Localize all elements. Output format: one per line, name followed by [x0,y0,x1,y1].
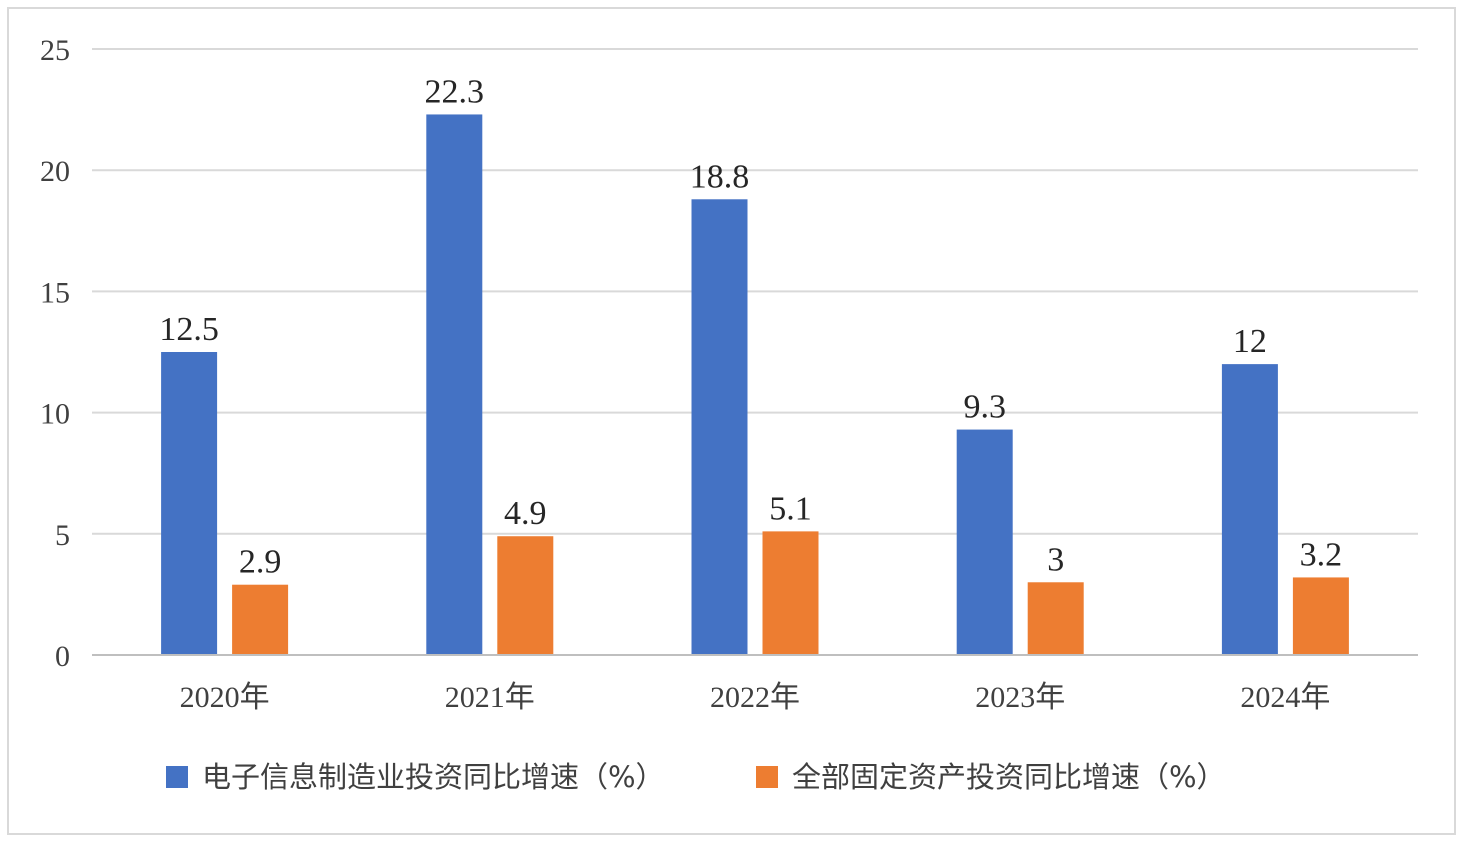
y-tick-label: 5 [55,519,70,552]
y-tick-label: 0 [55,640,70,673]
gridlines [92,48,1418,535]
y-axis-tick-labels: 0 5 10 15 20 25 [40,34,70,673]
legend-label: 全部固定资产投资同比增速（%） [792,760,1226,794]
legend-label: 电子信息制造业投资同比增速（%） [202,760,665,794]
data-label: 5.1 [769,490,812,527]
legend-swatch [756,766,778,788]
x-category-label: 2023年 [975,681,1065,714]
data-label: 18.8 [690,158,750,195]
bars [161,114,1349,655]
x-category-label: 2020年 [180,681,270,714]
legend: 电子信息制造业投资同比增速（%） 全部固定资产投资同比增速（%） [166,760,1226,794]
bar-series-2 [762,531,819,655]
x-axis-category-labels: 2020年 2021年 2022年 2023年 2024年 [180,681,1331,714]
x-category-label: 2021年 [445,681,535,714]
legend-swatch [166,766,188,788]
bar-series-2 [232,584,289,655]
bar-series-2 [1027,582,1084,655]
y-tick-label: 15 [40,276,70,309]
data-label: 22.3 [425,73,485,110]
data-label: 3.2 [1300,536,1343,573]
data-label: 4.9 [504,495,547,532]
y-tick-label: 10 [40,398,70,431]
x-category-label: 2024年 [1240,681,1330,714]
bar-series-1 [956,429,1013,655]
y-tick-label: 25 [40,34,70,67]
data-label: 2.9 [239,544,282,581]
bar-series-1 [691,199,748,655]
data-label: 12.5 [159,311,219,348]
bar-series-2 [1292,577,1349,655]
data-labels: 12.5 2.9 22.3 4.9 18.8 5.1 9.3 3 12 3.2 [159,73,1342,580]
data-label: 12 [1233,323,1267,360]
bar-series-2 [497,536,554,655]
x-category-label: 2022年 [710,681,800,714]
bar-series-1 [426,114,483,655]
data-label: 9.3 [963,389,1006,426]
bar-series-1 [1221,364,1278,655]
y-tick-label: 20 [40,155,70,188]
bar-series-1 [161,352,218,655]
data-label: 3 [1047,541,1064,578]
